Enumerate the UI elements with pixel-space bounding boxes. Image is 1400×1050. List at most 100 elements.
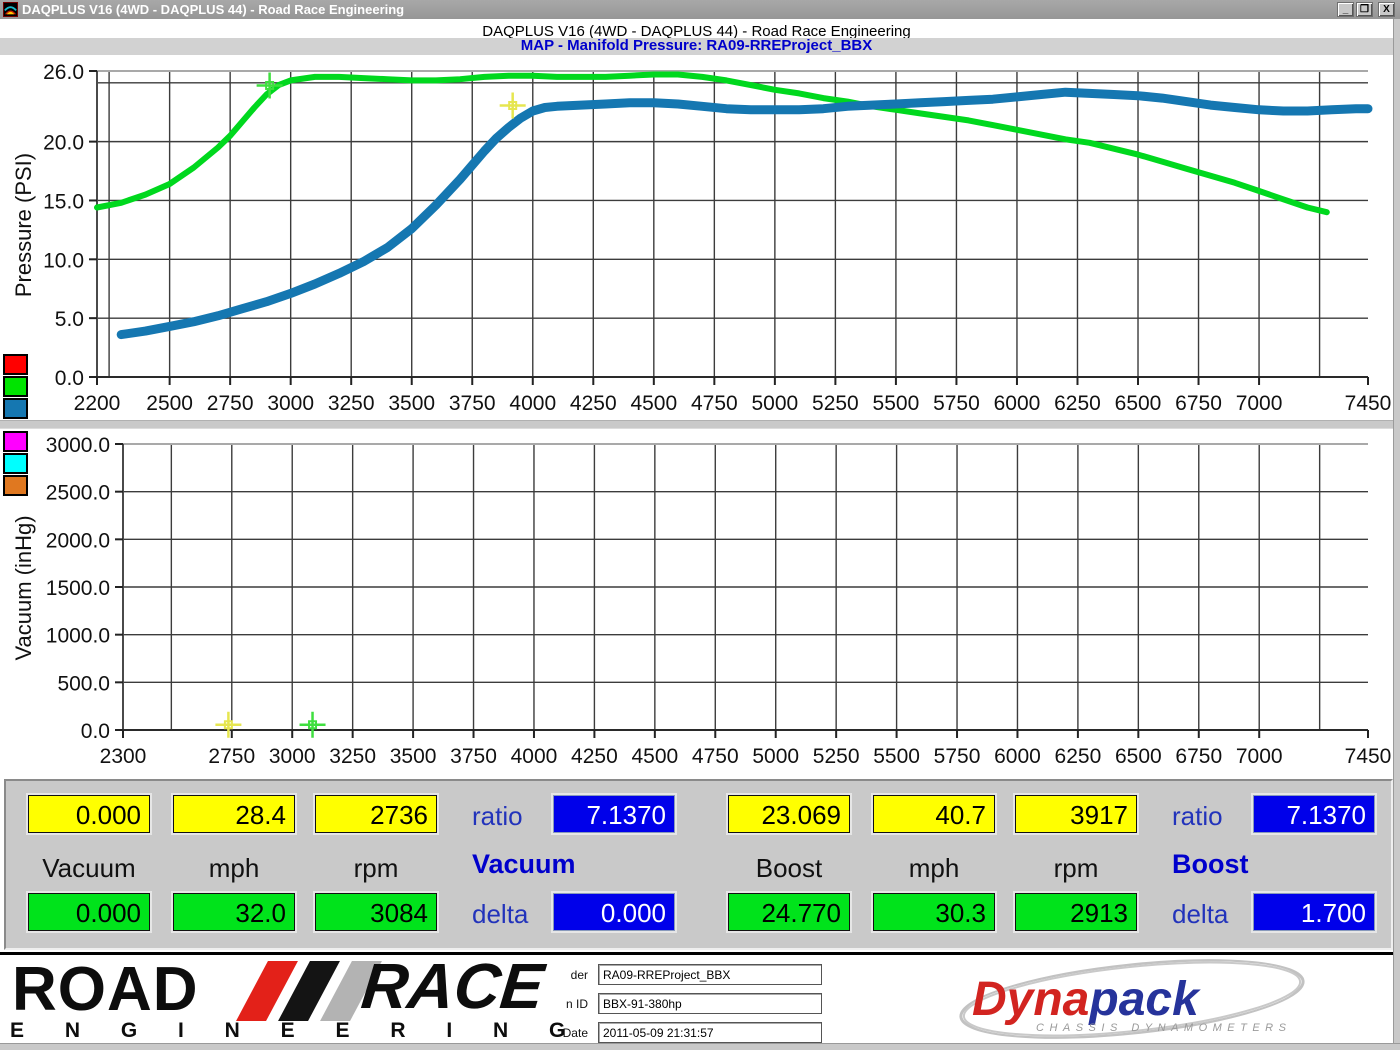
y-tick-label: 0.0 <box>81 720 110 743</box>
x-tick-label: 3750 <box>449 392 496 415</box>
vacuum-cursor2-value: 0.000 <box>26 891 152 933</box>
y-tick-label: 15.0 <box>43 190 84 213</box>
x-tick-label: 3000 <box>269 745 316 768</box>
vacuum-cursor2-rpm: 3084 <box>313 891 439 933</box>
yellow-cursor <box>223 720 233 730</box>
x-tick-label: 3500 <box>390 745 437 768</box>
y-tick-label: 1500.0 <box>46 577 110 600</box>
roadrace-word-road: ROAD <box>12 955 199 1024</box>
boost-cursor1-value: 23.069 <box>726 793 852 835</box>
x-tick-label: 7450 <box>1345 392 1392 415</box>
vacuum-delta-value: 0.000 <box>551 891 677 933</box>
rpm-col-label: rpm <box>1053 853 1099 883</box>
x-tick-label: 2300 <box>100 745 147 768</box>
run-id-field[interactable]: BBX-91-380hp <box>598 993 822 1014</box>
y-tick-label: 3000.0 <box>46 434 110 457</box>
roadrace-word-engineering: E N G I N E E R I N G <box>10 1019 583 1042</box>
x-tick-label: 4500 <box>631 745 678 768</box>
window-bottom-border <box>0 1043 1400 1050</box>
y-tick-label: 5.0 <box>55 308 84 331</box>
readout-panel: 0.000 28.4 2736 ratio 7.1370 Vacuum mph … <box>4 779 1393 950</box>
y-tick-label: 1000.0 <box>46 625 110 648</box>
x-tick-label: 5000 <box>752 392 799 415</box>
x-tick-label: 7450 <box>1345 745 1392 768</box>
boost-ratio-value: 7.1370 <box>1251 793 1377 835</box>
footer: ROAD RACE E N G I N E E R I N G der RA09… <box>0 950 1393 1044</box>
pressure-chart-legend <box>3 354 33 420</box>
dynapack-pack: pack <box>1087 973 1201 1026</box>
boost-readout-group: 23.069 40.7 3917 ratio 7.1370 Boost mph … <box>722 781 1400 948</box>
vacuum-cursor1-mph: 28.4 <box>171 793 297 835</box>
vacuum-chart[interactable]: 2300 2750 3000 3250 3500 3750 4000 4250 4500 4750… <box>0 428 1400 774</box>
y-tick-label: 20.0 <box>43 132 84 155</box>
legend-swatch <box>3 453 28 474</box>
y-tick-label: 2000.0 <box>46 529 110 552</box>
x-tick-label: 4250 <box>570 392 617 415</box>
x-tick-label: 5750 <box>933 392 980 415</box>
x-tick-label: 4250 <box>571 745 618 768</box>
vacuum-col-label: Vacuum <box>42 853 136 883</box>
app-icon <box>3 2 18 17</box>
chart-separator <box>0 420 1393 429</box>
title-bar: DAQPLUS V16 (4WD - DAQPLUS 44) - Road Ra… <box>0 0 1400 19</box>
vacuum-delta-label: delta <box>472 899 529 929</box>
vacuum-ratio-value: 7.1370 <box>551 793 677 835</box>
boost-group-title: Boost <box>1172 849 1249 879</box>
x-tick-label: 6250 <box>1054 392 1101 415</box>
date-field[interactable]: 2011-05-09 21:31:57 <box>598 1022 822 1043</box>
legend-swatch <box>3 475 28 496</box>
x-tick-label: 4750 <box>691 392 738 415</box>
x-tick-label: 6500 <box>1115 745 1162 768</box>
vacuum-ratio-label: ratio <box>472 801 523 831</box>
x-tick-label: 6750 <box>1175 392 1222 415</box>
x-tick-label: 6500 <box>1115 392 1162 415</box>
dynapack-tagline: CHASSIS DYNAMOMETERS <box>1036 1022 1291 1034</box>
y-tick-label: 26.0 <box>43 61 84 84</box>
mph-col-label: mph <box>908 853 960 883</box>
boost-col-label: Boost <box>755 853 823 883</box>
chart-title: MAP - Manifold Pressure: RA09-RREProject… <box>0 38 1393 55</box>
x-tick-label: 6000 <box>994 392 1041 415</box>
rider-field-label: der <box>570 968 588 982</box>
vacuum-group-title: Vacuum <box>472 849 576 879</box>
date-field-label: Date <box>562 1026 588 1040</box>
green-cursor <box>308 720 318 730</box>
x-tick-label: 6250 <box>1055 745 1102 768</box>
boost-cursor1-mph: 40.7 <box>871 793 997 835</box>
y-tick-label: 500.0 <box>57 672 110 695</box>
pressure-chart[interactable]: 2200 2500 2750 3000 3250 3500 3750 4000 4250 4500… <box>0 56 1400 422</box>
minimize-button[interactable]: _ <box>1337 2 1354 17</box>
vacuum-cursor1-rpm: 2736 <box>313 793 439 835</box>
boost-delta-value: 1.700 <box>1251 891 1377 933</box>
boost-delta-label: delta <box>1172 899 1229 929</box>
legend-swatch <box>3 398 28 419</box>
y-tick-label: 0.0 <box>55 367 84 390</box>
legend-swatch <box>3 431 28 452</box>
x-tick-label: 5500 <box>873 745 920 768</box>
dynapack-dyna: Dyna <box>972 973 1089 1026</box>
map-green-curve <box>94 71 1330 216</box>
boost-ratio-label: ratio <box>1172 801 1223 831</box>
x-tick-label: 5750 <box>934 745 981 768</box>
vacuum-readout-group: 0.000 28.4 2736 ratio 7.1370 Vacuum mph … <box>22 781 702 948</box>
x-tick-label: 6750 <box>1175 745 1222 768</box>
green-cursor <box>265 80 275 90</box>
x-tick-label: 5000 <box>752 745 799 768</box>
restore-button[interactable]: ❐ <box>1356 2 1373 17</box>
x-tick-label: 2750 <box>207 392 254 415</box>
boost-cursor2-mph: 30.3 <box>871 891 997 933</box>
vacuum-cursor1-value: 0.000 <box>26 793 152 835</box>
rpm-col-label: rpm <box>353 853 399 883</box>
close-button[interactable]: X <box>1378 2 1395 17</box>
x-tick-label: 3000 <box>267 392 314 415</box>
map-blue-curve <box>116 87 1373 340</box>
x-tick-label: 7000 <box>1236 745 1283 768</box>
vacuum-cursor2-mph: 32.0 <box>171 891 297 933</box>
window-right-border <box>1393 19 1400 1050</box>
svg-text:Dynapack: Dynapack <box>972 973 1201 1026</box>
boost-cursor2-rpm: 2913 <box>1013 891 1139 933</box>
x-tick-label: 2500 <box>146 392 193 415</box>
x-tick-label: 5250 <box>812 392 859 415</box>
x-tick-label: 6000 <box>994 745 1041 768</box>
rider-field[interactable]: RA09-RREProject_BBX <box>598 964 822 985</box>
